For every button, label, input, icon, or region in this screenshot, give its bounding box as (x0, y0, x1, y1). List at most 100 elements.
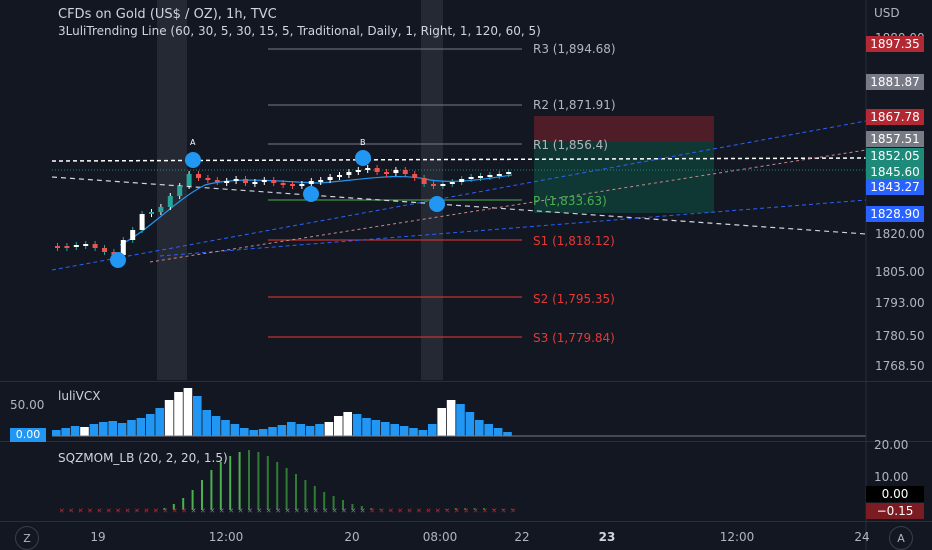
candle-body (73, 245, 79, 247)
pivot-label-5: S2 (1,795.35) (533, 292, 615, 306)
price-label-4: 1852.05 (866, 148, 924, 164)
pane-separator-momentum[interactable] (0, 441, 932, 442)
pivot-label-6: S3 (1,779.84) (533, 331, 615, 345)
candle-body (440, 184, 446, 186)
squeeze-dot: ✕ (115, 507, 121, 515)
squeeze-dot: ✕ (68, 507, 74, 515)
volume-bar (296, 424, 305, 436)
squeeze-dot: ✕ (313, 507, 319, 515)
momentum-bar (229, 456, 232, 510)
price-label-1: 1881.87 (866, 74, 924, 90)
squeeze-dot: ✕ (294, 507, 300, 515)
currency-label[interactable]: USD (874, 6, 900, 20)
candle-body (449, 182, 455, 184)
trend-white-down (51, 176, 867, 235)
volume-bar (61, 428, 70, 436)
squeeze-dot: ✕ (191, 507, 197, 515)
candle-body (337, 175, 342, 177)
candle-body (205, 178, 211, 180)
candle-body (83, 244, 89, 246)
chart-title: CFDs on Gold (US$ / OZ), 1h, TVC (58, 7, 277, 22)
candle-body (412, 174, 418, 178)
momentum-bar (125, 510, 128, 511)
time-label-5: 23 (598, 530, 616, 544)
squeeze-dot: ✕ (144, 507, 150, 515)
momentum-bar (464, 508, 467, 510)
momentum-bar (135, 510, 138, 511)
momentum-bar (163, 508, 166, 510)
candle-body (196, 174, 201, 178)
volume-bar (277, 425, 287, 436)
swing-high-circle-a (185, 152, 201, 168)
momentum-bar (501, 509, 504, 510)
pane-separator-time (0, 521, 932, 522)
time-label-2: 20 (344, 530, 360, 544)
squeeze-dot: ✕ (172, 507, 178, 515)
squeeze-dot: ✕ (350, 507, 356, 515)
volume-bar (240, 428, 249, 436)
marker-a: A (190, 138, 196, 147)
pivot-label-4: S1 (1,818.12) (533, 234, 615, 248)
zoom-reset-button[interactable]: Z (15, 526, 39, 550)
price-tick-1: 1820.00 (875, 227, 925, 241)
momentum-bar (473, 508, 476, 510)
price-label-6: 1843.27 (866, 179, 924, 195)
candle-body (280, 183, 286, 185)
momentum-bar (332, 496, 335, 510)
squeeze-dot: ✕ (388, 507, 394, 515)
volume-pane-title[interactable]: luliVCX (58, 389, 101, 403)
momentum-bar (69, 510, 72, 511)
swing-low-circle (110, 252, 126, 268)
squeeze-dot: ✕ (360, 507, 366, 515)
price-tick-3: 1793.00 (875, 296, 925, 310)
momentum-bar (97, 510, 100, 511)
volume-bar (268, 427, 277, 436)
candle-body (233, 179, 239, 181)
momentum-bar (238, 452, 241, 510)
volume-bar (456, 404, 465, 436)
volume-bar (352, 414, 362, 436)
momentum-bar (436, 510, 438, 511)
target-zone (534, 142, 714, 213)
volume-bar (164, 400, 174, 436)
candle-body (149, 212, 154, 214)
squeeze-dot: ✕ (266, 507, 272, 515)
squeeze-dot: ✕ (181, 507, 187, 515)
candle-body (459, 179, 465, 182)
momentum-bar (417, 510, 420, 511)
momentum-bar (492, 509, 495, 510)
time-label-1: 12:00 (208, 530, 244, 544)
volume-bar (146, 414, 155, 436)
squeeze-dot: ✕ (510, 507, 516, 515)
candle-body (421, 178, 427, 184)
candle-body (130, 230, 136, 240)
momentum-bar (172, 504, 175, 510)
momentum-bar (426, 510, 429, 511)
volume-bar (418, 430, 428, 436)
volume-bar (428, 424, 437, 436)
indicator-legend[interactable]: 3LuliTrending Line (60, 30, 5, 30, 15, 5… (58, 24, 541, 38)
volume-bar (99, 422, 108, 436)
pane-separator-volume[interactable] (0, 381, 932, 382)
auto-scale-button[interactable]: A (889, 526, 913, 550)
momentum-bar (78, 510, 81, 511)
swing-low-circle-2 (303, 186, 319, 202)
momentum-pane-title[interactable]: SQZMOM_LB (20, 2, 20, 1.5) (58, 451, 228, 465)
candle-body (261, 180, 267, 182)
volume-bar (174, 392, 183, 436)
momentum-bar (116, 510, 119, 511)
momentum-bar (351, 504, 354, 510)
volume-bar (362, 418, 371, 436)
candle-body (55, 246, 60, 248)
momentum-bar (313, 486, 316, 510)
squeeze-dot: ✕ (463, 507, 469, 515)
squeeze-dot: ✕ (341, 507, 347, 515)
squeeze-dot: ✕ (397, 507, 403, 515)
volume-bar (465, 412, 475, 436)
momentum-bar (304, 480, 307, 510)
volume-bar (484, 424, 493, 436)
volume-bar (183, 388, 193, 436)
squeeze-dot: ✕ (369, 507, 375, 515)
candle-body (299, 184, 305, 186)
